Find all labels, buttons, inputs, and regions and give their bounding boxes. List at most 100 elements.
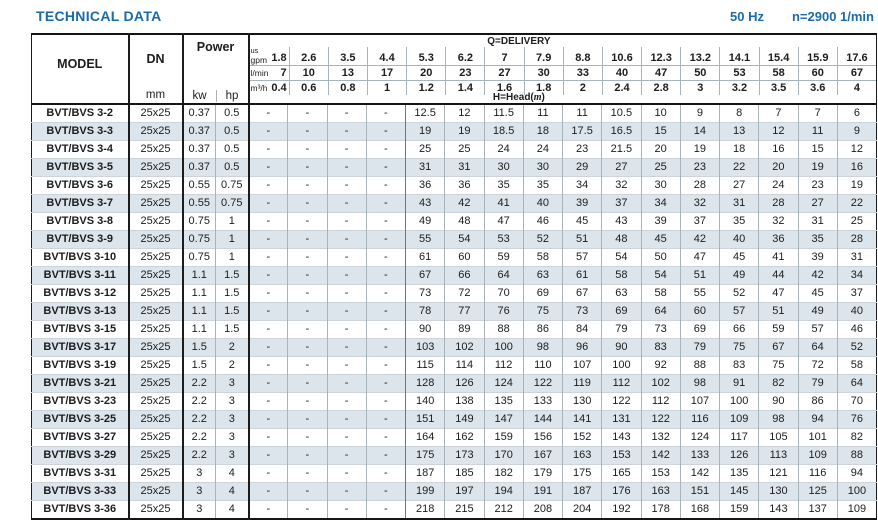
head-value-cell: 175 [562,464,602,483]
head-value-cell: - [326,320,367,339]
head-value-cell: - [326,140,367,159]
page-title: TECHNICAL DATA [36,8,162,24]
delivery-value-cell: 58 [758,66,798,80]
dn-cell: 25x25 [127,212,183,231]
head-value-cell: 19 [444,122,485,141]
head-value-cell: 176 [601,482,642,501]
head-value-cell: - [247,392,288,411]
hp-cell: 0.75 [214,194,249,213]
head-value-cell: 42 [797,266,838,285]
kw-cell: 0.37 [181,158,216,177]
head-value-cell: 43 [601,212,642,231]
head-value-cell: 88 [836,446,877,465]
head-value-cell: 9 [679,104,720,123]
table-row: BVT/BVS 3-23 25x25 2.2 3- - - -140 138 135 133 130… [31,392,877,411]
head-value-cell: 31 [719,194,759,213]
head-value-cell: 140 [405,392,445,411]
hp-cell: 1 [214,212,249,231]
head-value-cell: 112 [601,374,642,393]
head-value-cell: - [326,410,367,429]
head-value-cell: 199 [405,482,445,501]
delivery-value-cell: 3 [680,81,719,95]
delivery-value-cell: 13 [327,66,367,80]
head-value-cell: - [365,104,406,123]
head-value-cell: - [247,374,288,393]
dn-cell: 25x25 [127,194,183,213]
head-value-cell: 15 [797,140,838,159]
kw-cell: 2.2 [181,446,216,465]
head-value-cell: - [365,248,406,267]
head-value-cell: 54 [640,266,681,285]
head-value-cell: 63 [522,266,563,285]
table-row: BVT/BVS 3-4 25x25 0.37 0.5- - - -25 25 24 24 23 21.… [31,140,877,159]
head-value-cell: - [365,122,406,141]
head-value-cell: - [287,320,328,339]
head-value-cell: 54 [444,230,485,249]
head-value-cell: 144 [522,410,563,429]
head-value-cell: - [365,428,406,447]
hp-cell: 2 [214,356,249,375]
table-row: BVT/BVS 3-7 25x25 0.55 0.75- - - -43 42 41 40 39 37… [31,194,877,213]
head-value-cell: - [326,356,367,375]
head-value-cell: 24 [522,140,563,159]
head-value-cell: 82 [758,374,799,393]
head-value-cell: 20 [640,140,681,159]
delivery-value-cell: 12.3 [641,47,680,65]
delivery-value-cell: us gpm 1.8 [250,46,287,65]
head-value-cell: 109 [719,410,759,429]
head-value-cell: 69 [679,320,720,339]
head-value-cell: 164 [405,428,445,447]
head-value-cell: 58 [836,356,877,375]
hp-cell: 4 [214,500,249,519]
head-value-cell: - [247,230,288,249]
head-value-cell: 30 [483,158,524,177]
head-value-cell: 59 [483,248,524,267]
head-value-cell: 27 [797,194,838,213]
table-row: BVT/BVS 3-6 25x25 0.55 0.75- - - -36 36 35 35 34 32… [31,176,877,195]
model-cell: BVT/BVS 3-25 [31,410,129,429]
delivery-value-cell: 15.9 [797,47,837,65]
model-cell: BVT/BVS 3-12 [31,284,129,303]
head-value-cell: 35 [483,176,524,195]
head-value-cell: - [247,500,288,519]
head-value-cell: 63 [601,284,642,303]
head-value-cell: 159 [719,500,759,519]
unit-label: l/min [250,67,269,78]
model-cell: BVT/BVS 3-2 [46,107,114,119]
head-value-cell: - [247,482,288,501]
head-value-cell: 76 [483,302,524,321]
head-value-cell: 132 [640,428,681,447]
head-value-cell: 124 [483,374,524,393]
table-row: BVT/BVS 3-25 25x25 2.2 3- - - -151 149 147 144 141… [31,410,877,429]
head-value-cell: 84 [562,320,602,339]
specs: 50 Hz n=2900 1/min [730,9,874,24]
head-value-cell: 66 [444,266,485,285]
delivery-value-cell: 23 [445,66,484,80]
head-value-cell: 94 [836,464,877,483]
head-value-cell: - [247,446,288,465]
delivery-value-cell: 17.6 [836,47,876,65]
head-value-cell: 149 [444,410,485,429]
kw-cell: 1.1 [181,284,216,303]
head-value-cell: 133 [679,446,720,465]
head-value-cell: - [247,356,288,375]
head-value-cell: 39 [640,212,681,231]
head-value-cell: 107 [679,392,720,411]
delivery-value-cell: 3.6 [797,81,837,95]
head-value-cell: 61 [562,266,602,285]
head-value-cell: - [287,284,328,303]
head-value-cell: 69 [601,302,642,321]
head-value-cell: 147 [483,410,524,429]
head-value-cell: 21.5 [601,140,642,159]
head-value-cell: - [326,122,367,141]
delivery-value-cell: 5.3 [406,47,445,65]
dn-cell: 25x25 [127,284,183,303]
head-value-cell: 51 [679,266,720,285]
head-value-cell: 82 [836,428,877,447]
head-value-cell: 22 [836,194,877,213]
head-value-cell: 57 [562,248,602,267]
model-cell: BVT/BVS 3-36 [31,500,129,519]
power-label: Power [196,40,235,54]
hp-cell: 0.5 [214,104,249,123]
head-value-cell: 175 [405,446,445,465]
